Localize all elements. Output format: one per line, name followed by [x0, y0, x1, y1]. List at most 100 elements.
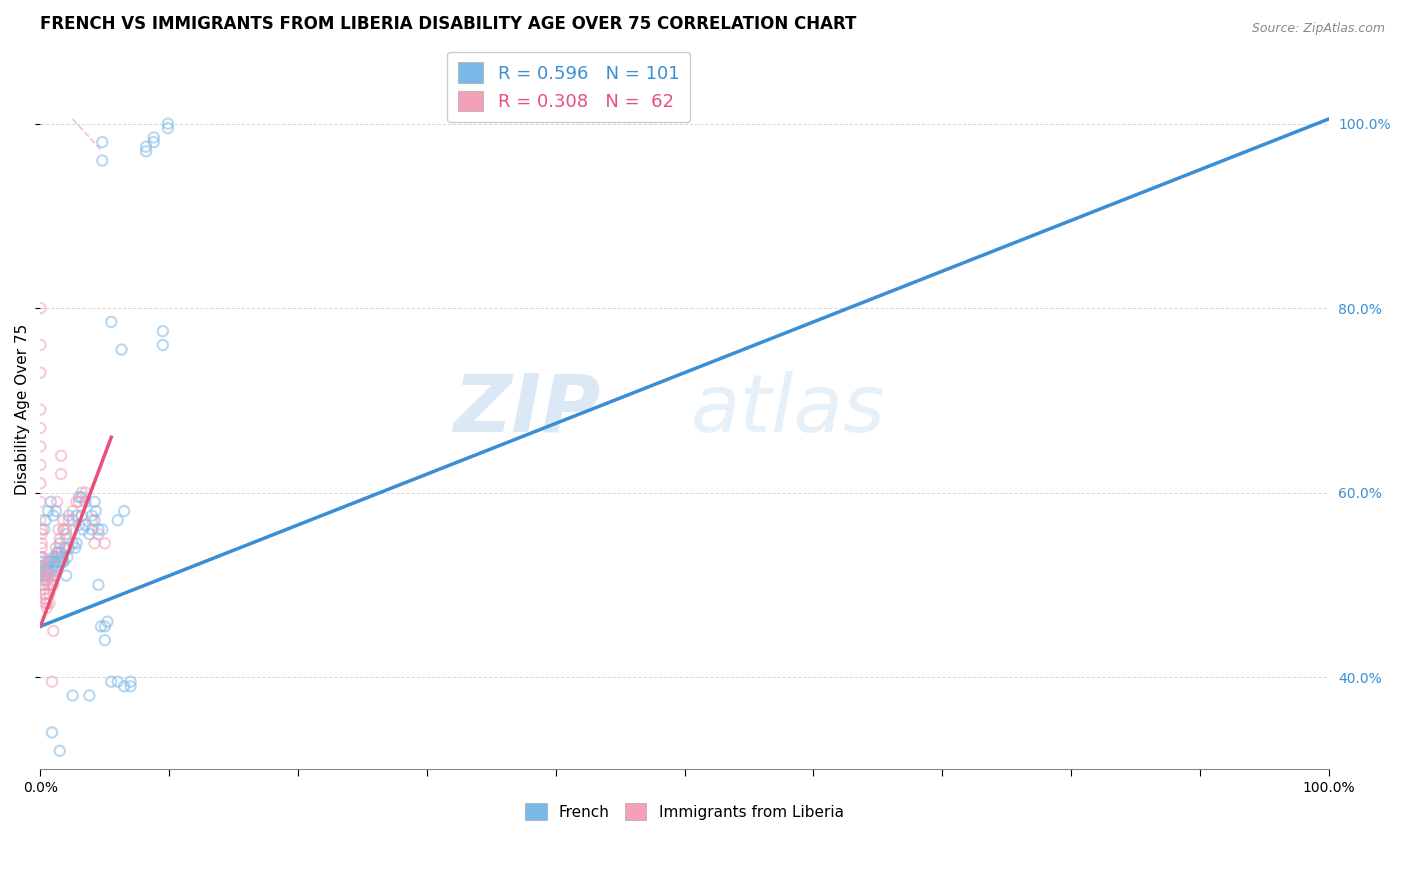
Point — [67, 495, 90, 509]
Point — [39, 578, 62, 592]
Point — [49, 550, 72, 565]
Point — [58, 513, 80, 527]
Point — [83, 536, 105, 550]
Point — [42, 550, 65, 565]
Point — [55, 568, 77, 582]
Point — [53, 541, 76, 555]
Point — [39, 568, 62, 582]
Point — [65, 536, 87, 550]
Point — [72, 523, 94, 537]
Point — [70, 508, 93, 523]
Point — [35, 596, 58, 610]
Point — [156, 117, 179, 131]
Point — [142, 130, 165, 145]
Point — [100, 315, 122, 329]
Point — [75, 517, 97, 532]
Point — [31, 523, 53, 537]
Point — [49, 545, 72, 559]
Point — [48, 523, 70, 537]
Text: FRENCH VS IMMIGRANTS FROM LIBERIA DISABILITY AGE OVER 75 CORRELATION CHART: FRENCH VS IMMIGRANTS FROM LIBERIA DISABI… — [41, 15, 856, 33]
Point — [90, 619, 112, 633]
Point — [91, 153, 114, 168]
Point — [30, 495, 52, 509]
Point — [32, 559, 55, 574]
Point — [91, 135, 114, 149]
Point — [67, 517, 90, 532]
Point — [32, 573, 55, 587]
Point — [42, 578, 65, 592]
Point — [156, 121, 179, 136]
Point — [42, 559, 65, 574]
Point — [70, 490, 93, 504]
Text: Source: ZipAtlas.com: Source: ZipAtlas.com — [1251, 22, 1385, 36]
Point — [45, 550, 67, 565]
Point — [65, 508, 87, 523]
Point — [46, 495, 69, 509]
Point — [112, 504, 135, 518]
Point — [62, 689, 84, 703]
Point — [39, 564, 62, 578]
Point — [83, 513, 105, 527]
Point — [32, 582, 55, 597]
Point — [48, 536, 70, 550]
Point — [48, 532, 70, 546]
Point — [37, 578, 59, 592]
Point — [120, 679, 142, 693]
Point — [30, 440, 52, 454]
Point — [67, 490, 90, 504]
Point — [31, 536, 53, 550]
Point — [65, 495, 87, 509]
Point — [30, 568, 52, 582]
Point — [62, 513, 84, 527]
Point — [152, 338, 174, 352]
Point — [31, 550, 53, 565]
Point — [31, 541, 53, 555]
Point — [31, 527, 53, 541]
Point — [37, 568, 59, 582]
Point — [107, 674, 129, 689]
Point — [34, 513, 56, 527]
Point — [112, 679, 135, 693]
Point — [37, 568, 59, 582]
Point — [30, 338, 52, 352]
Point — [30, 366, 52, 380]
Point — [70, 485, 93, 500]
Point — [42, 508, 65, 523]
Point — [62, 504, 84, 518]
Point — [42, 573, 65, 587]
Point — [39, 495, 62, 509]
Point — [49, 467, 72, 482]
Point — [44, 564, 66, 578]
Point — [48, 744, 70, 758]
Legend: French, Immigrants from Liberia: French, Immigrants from Liberia — [519, 797, 849, 826]
Point — [38, 555, 60, 569]
Point — [31, 555, 53, 569]
Point — [48, 541, 70, 555]
Point — [44, 555, 66, 569]
Point — [58, 508, 80, 523]
Point — [34, 587, 56, 601]
Point — [91, 523, 114, 537]
Point — [46, 545, 69, 559]
Point — [75, 485, 97, 500]
Point — [32, 587, 55, 601]
Point — [107, 513, 129, 527]
Point — [87, 523, 110, 537]
Point — [142, 135, 165, 149]
Point — [52, 523, 75, 537]
Point — [34, 559, 56, 574]
Point — [32, 564, 55, 578]
Point — [32, 523, 55, 537]
Point — [34, 591, 56, 606]
Point — [49, 449, 72, 463]
Point — [46, 550, 69, 565]
Point — [32, 564, 55, 578]
Point — [83, 495, 105, 509]
Point — [32, 578, 55, 592]
Point — [87, 578, 110, 592]
Point — [30, 476, 52, 491]
Point — [135, 139, 157, 153]
Point — [42, 568, 65, 582]
Point — [80, 508, 103, 523]
Point — [51, 550, 73, 565]
